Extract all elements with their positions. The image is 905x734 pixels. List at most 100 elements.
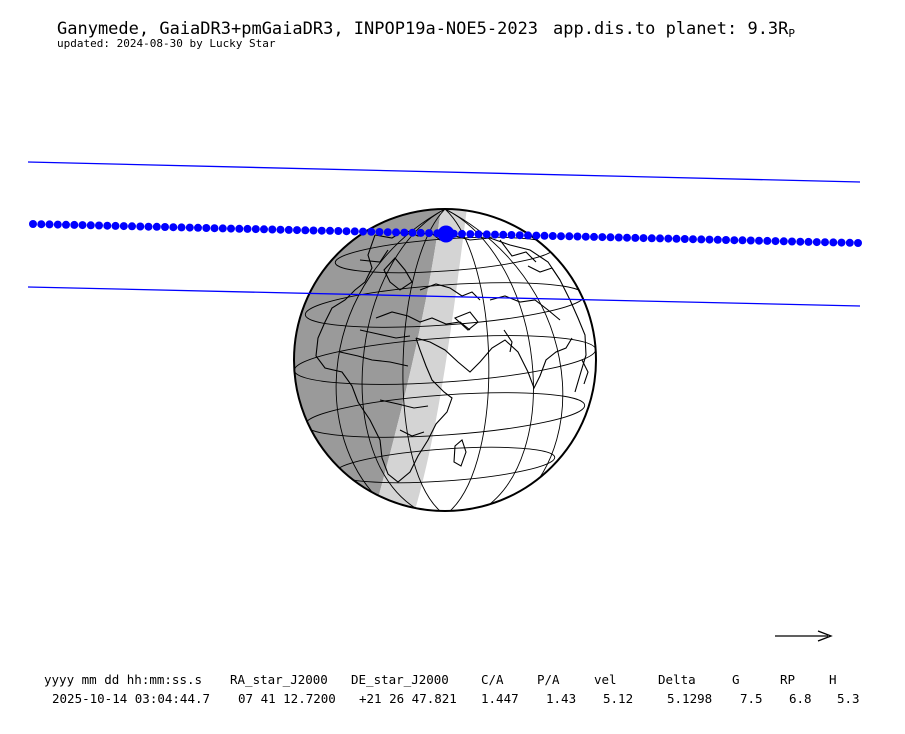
path-dot: [845, 238, 854, 247]
path-dot: [771, 237, 780, 246]
path-dot: [796, 237, 805, 246]
path-dot: [144, 222, 153, 231]
path-dot: [689, 235, 697, 244]
shadow-north-limit: [27, 161, 861, 183]
path-dot: [284, 225, 293, 234]
cell-delta: 5.1298: [667, 691, 713, 706]
cell-h: 5.3: [837, 691, 860, 706]
map-title: Ganymede, GaiaDR3+pmGaiaDR3, INPOP19a-NO…: [57, 19, 539, 39]
path-dot: [194, 223, 202, 232]
path-dot: [309, 226, 318, 235]
distance-subscript: P: [788, 27, 796, 40]
path-dot: [466, 230, 475, 239]
path-dot: [177, 223, 186, 232]
path-dot: [573, 232, 582, 241]
path-dot: [482, 230, 491, 239]
path-dot: [218, 224, 227, 233]
path-dot: [326, 226, 334, 235]
path-dot: [829, 238, 838, 247]
path-dot: [590, 232, 598, 241]
path-dot: [532, 231, 541, 240]
path-dot: [359, 227, 367, 236]
col-header-time: yyyy mm dd hh:mm:ss.s: [44, 672, 203, 687]
col-header-delta: Delta: [658, 672, 696, 687]
path-dot: [639, 234, 648, 243]
path-dot: [169, 223, 178, 232]
path-dot: [788, 237, 796, 246]
path-dot: [62, 220, 70, 229]
path-dot: [251, 225, 260, 234]
cell-rp: 6.8: [789, 691, 812, 706]
path-dot: [334, 227, 343, 235]
path-dot: [458, 229, 466, 238]
cell-ra: 07 41 12.7200: [238, 691, 336, 706]
path-dot: [507, 231, 516, 239]
path-dot: [623, 233, 631, 242]
path-dot: [631, 233, 640, 242]
col-header-vel: vel: [594, 672, 617, 687]
twilight-band: [372, 209, 468, 511]
path-dot: [86, 221, 95, 230]
path-dot: [243, 224, 252, 233]
path-dot: [491, 230, 499, 239]
path-dot: [185, 223, 194, 232]
path-dot: [128, 222, 136, 231]
path-dot: [400, 228, 409, 237]
path-dot: [779, 237, 788, 246]
path-dot: [37, 220, 46, 229]
cell-pa: 1.43: [546, 691, 577, 706]
path-dot: [705, 235, 714, 244]
col-header-ca: C/A: [481, 672, 504, 687]
path-dot: [260, 225, 268, 234]
path-dot: [95, 221, 103, 230]
col-header-ra: RA_star_J2000: [230, 672, 328, 687]
cell-vel: 5.12: [603, 691, 634, 706]
path-dot: [383, 228, 392, 237]
distance-text: app.dis.to planet: 9.3R: [553, 19, 789, 39]
path-dot: [755, 236, 763, 245]
globe-outline: [293, 208, 597, 512]
path-dot: [821, 238, 829, 247]
path-dot: [235, 224, 244, 233]
path-dot: [581, 232, 590, 241]
path-dot: [656, 234, 664, 243]
coastlines: [315, 229, 589, 483]
path-dot: [293, 226, 301, 235]
path-dot: [606, 233, 615, 242]
shadow-south-limit: [27, 286, 861, 307]
path-dot: [515, 231, 524, 240]
path-dot: [29, 220, 37, 228]
shadow-centre-path: [29, 220, 862, 247]
path-dot: [557, 232, 565, 241]
path-dot: [697, 235, 706, 244]
path-dot: [680, 235, 689, 243]
path-dot: [854, 239, 862, 247]
path-dot: [301, 226, 310, 235]
path-dot: [730, 236, 739, 245]
col-header-de: DE_star_J2000: [351, 672, 449, 687]
path-dot: [664, 234, 673, 243]
path-dot: [268, 225, 277, 234]
globe: [293, 208, 597, 512]
path-dot: [78, 221, 87, 230]
path-dot: [350, 227, 359, 236]
path-dot: [119, 222, 128, 231]
col-header-g: G: [732, 672, 740, 687]
path-dot: [392, 228, 400, 237]
path-dot: [408, 228, 417, 237]
path-dot: [70, 220, 79, 229]
path-dot: [136, 222, 145, 231]
direction-arrow-icon: [775, 630, 833, 642]
path-dot: [210, 224, 219, 233]
path-dot: [202, 224, 211, 232]
col-header-h: H: [829, 672, 837, 687]
path-dot: [722, 236, 730, 244]
path-dot: [152, 222, 161, 231]
path-dot: [317, 226, 326, 235]
cell-g: 7.5: [740, 691, 763, 706]
path-dot: [524, 231, 532, 240]
path-dot: [804, 237, 813, 246]
col-header-pa: P/A: [537, 672, 560, 687]
path-dot: [45, 220, 54, 229]
